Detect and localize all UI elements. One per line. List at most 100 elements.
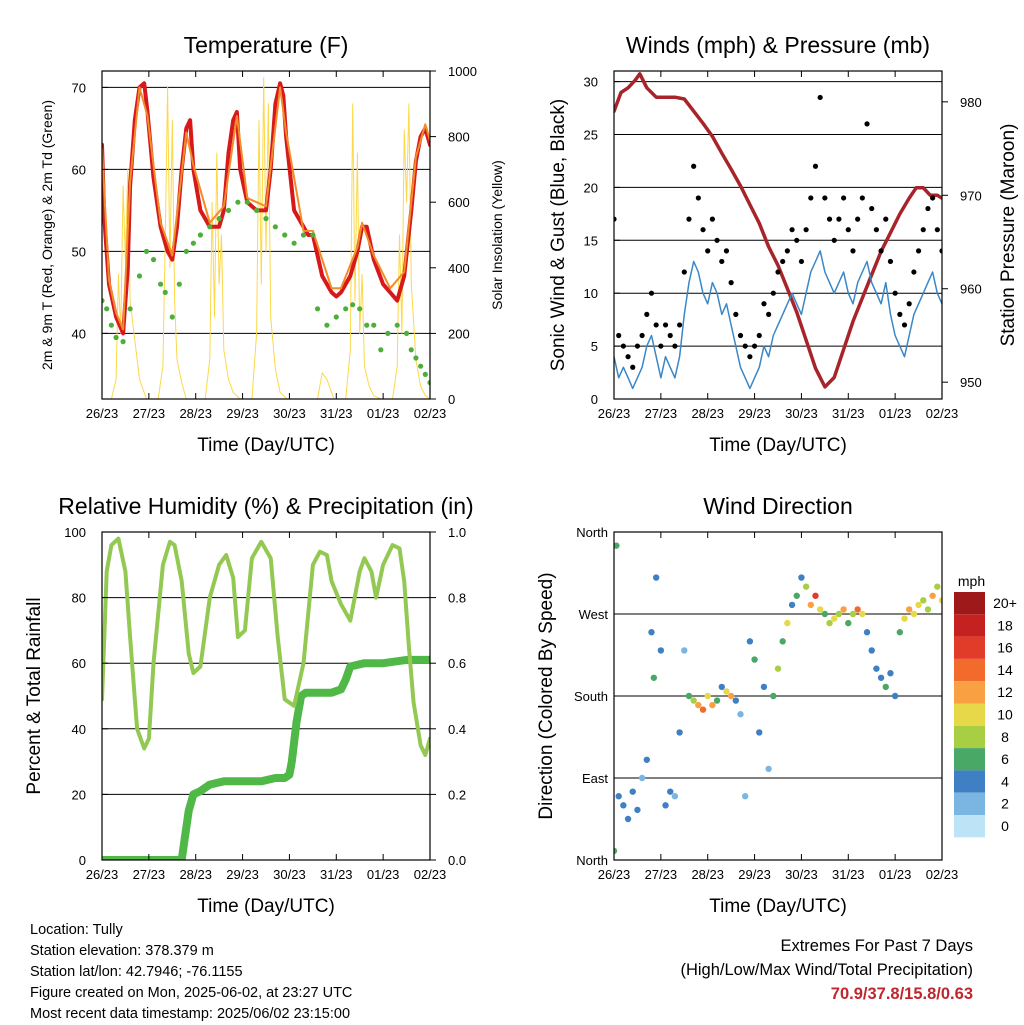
2m-td-point [263,216,269,222]
2m-td-point [244,199,250,205]
direction-point [929,592,936,599]
x-tick-label: 31/23 [832,406,865,421]
2m-td-point [176,281,182,287]
y-tick-label: 30 [584,75,598,90]
2m-td-point [150,257,157,263]
gust-point [836,216,842,222]
direction-point [713,697,721,704]
elevation-text: Station elevation: 378.379 m [30,943,214,959]
colorbar-swatch [954,636,985,659]
gust-point [742,343,748,349]
gust-point [897,311,903,317]
x-tick-label: 01/23 [879,406,912,421]
direction-point [742,793,749,800]
direction-point [798,574,805,581]
y2-tick-label: 950 [960,375,982,390]
direction-point [859,610,866,618]
x-tick-label: 28/23 [691,867,724,882]
direction-point [788,601,796,609]
direction-point [746,638,754,645]
x-tick-label: 27/23 [645,867,678,882]
plot-frame [613,70,943,400]
y2-tick-label: 0.0 [448,853,466,868]
gust-point [789,227,795,233]
gust-point [925,205,931,212]
direction-point [650,674,658,681]
2m-td-point [162,289,168,295]
direction-point [826,619,833,627]
gust-point [614,216,617,222]
x-tick-label: 28/23 [179,406,212,421]
direction-point [831,615,838,622]
2m-td-point [102,298,105,304]
gust-point [901,322,908,328]
2m-t-line [102,81,430,336]
direction-point [615,793,622,800]
y-axis-label: Sonic Wind & Gust (Blue, Black) [548,99,569,371]
x-tick-label: 27/23 [645,406,678,421]
direction-point [896,629,904,636]
direction-point [756,729,763,736]
2m-td-point [157,281,164,287]
x-axis-label: Time (Day/UTC) [709,435,847,456]
2m-td-point [300,232,307,238]
gust-point [808,195,814,201]
gust-point [681,269,687,275]
direction-point [662,802,669,809]
9m-t-line [102,86,430,331]
x-tick-label: 02/23 [414,406,447,421]
colorbar-label: 0 [1001,818,1009,834]
gust-point [841,195,847,201]
y2-tick-label: 400 [448,261,470,276]
direction-point [873,665,880,672]
colorbar-label: 4 [1001,773,1009,789]
y-tick-label: 20 [72,787,86,802]
x-axis-label: Time (Day/UTC) [197,435,335,456]
gust-point [644,311,650,317]
direction-point [906,606,913,613]
y-tick-label: North [576,853,608,868]
gust-point [648,290,655,296]
direction-point [882,683,889,691]
gust-point [700,227,706,233]
x-tick-label: 30/23 [273,406,306,421]
2m-td-point [357,306,363,312]
direction-point [770,692,777,700]
x-tick-label: 26/23 [598,406,631,421]
x-tick-label: 26/23 [598,867,631,882]
gust-point [817,94,823,101]
x-tick-label: 02/23 [414,867,447,882]
x-tick-label: 29/23 [738,867,771,882]
y-tick-label: 25 [584,127,598,142]
latlon-text: Station lat/lon: 42.7946; -76.1155 [30,964,243,980]
x-tick-label: 30/23 [785,867,818,882]
chart-title: Relative Humidity (%) & Precipitation (i… [58,493,473,519]
colorbar-label: 20+ [993,595,1017,611]
direction-point [699,706,707,713]
y2-tick-label: 0.6 [448,656,466,671]
chart-title: Temperature (F) [184,32,349,58]
direction-point [849,610,857,618]
2m-td-point [197,232,203,238]
2m-td-point [350,302,356,308]
direction-point [760,683,768,691]
plot-frame [101,70,431,400]
2m-td-point [364,322,370,328]
gust-point [747,354,753,360]
direction-point [681,647,688,654]
direction-point [723,688,730,695]
direction-point [718,683,725,691]
gust-point [822,195,828,201]
y-tick-label: 40 [72,326,86,341]
plot-area [102,77,430,399]
x-tick-label: 01/23 [367,406,400,421]
2m-td-point [427,380,430,386]
direction-point [774,665,782,672]
direction-point [802,583,810,590]
2m-td-point [136,273,143,279]
2m-td-point [235,199,241,205]
x-axis-label: Time (Day/UTC) [197,896,335,917]
gust-point [719,258,725,265]
gust-point [920,227,926,233]
x-tick-label: 28/23 [691,406,724,421]
